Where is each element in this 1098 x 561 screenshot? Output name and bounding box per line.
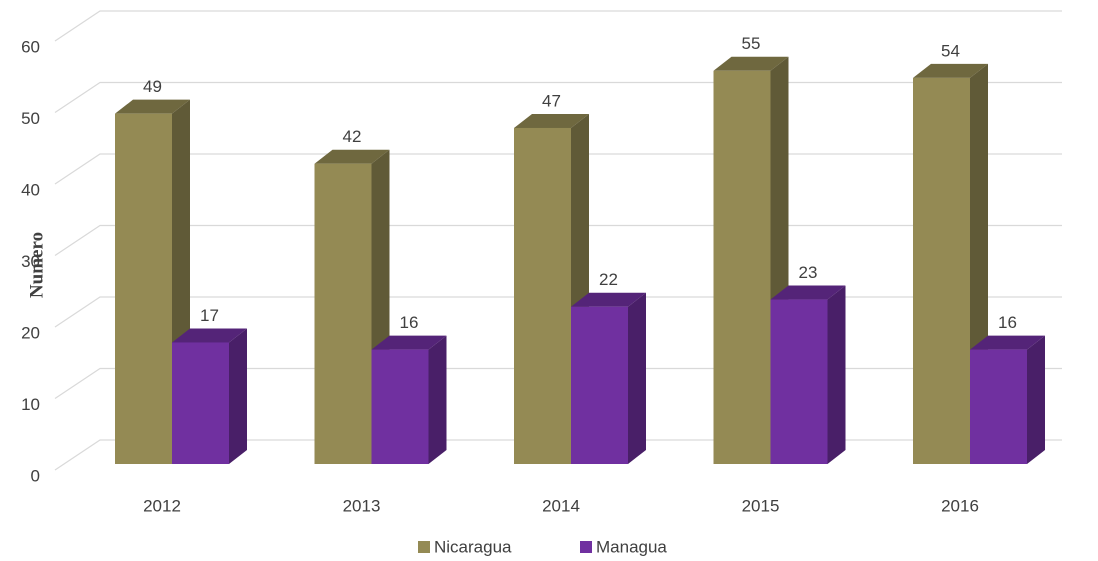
data-label: 23 [799,263,818,282]
bar-front [371,349,429,464]
data-label: 42 [343,127,362,146]
y-axis-title: Numero [26,232,47,298]
x-tick-label: 2013 [343,496,381,515]
y-tick-label: 50 [21,109,40,128]
x-tick-label: 2015 [742,496,780,515]
bar-top [913,63,988,78]
bar-front [770,299,828,464]
y-tick-label: 10 [21,395,40,414]
bar-top [314,149,390,164]
bar [571,292,646,464]
bar-side [628,292,646,464]
data-label: 49 [143,77,162,96]
bar [115,99,190,465]
bar-side [229,328,247,464]
bar-front [514,127,571,464]
bar-top [371,335,447,350]
legend-swatch [418,541,430,553]
y-tick-label: 20 [21,323,40,342]
bar-front [913,77,970,465]
data-label: 22 [599,270,618,289]
data-label: 54 [941,41,960,60]
bar-side [1027,335,1045,464]
bar-top [115,99,190,114]
bar-front [713,70,771,464]
y-tick-label: 0 [31,466,40,485]
bar-top [514,113,589,128]
legend-label: Nicaragua [434,537,512,556]
bar [314,149,390,464]
data-label: 47 [542,91,561,110]
y-tick-label: 40 [21,180,40,199]
data-label: 16 [998,313,1017,332]
bar-top [571,292,646,307]
bar [970,335,1045,464]
data-label: 17 [200,306,219,325]
x-tick-label: 2012 [143,496,181,515]
bar-top [970,335,1045,350]
grid-line [54,10,1062,42]
bar-top [770,285,846,300]
bar-side [827,285,846,464]
bar [770,285,846,464]
bar-top [713,56,789,71]
x-tick-label: 2014 [542,496,580,515]
x-tick-label: 2016 [941,496,979,515]
bar-front [314,163,372,464]
bar [371,335,447,464]
y-tick-label: 30 [21,252,40,271]
bar [172,328,247,464]
bar-front [970,349,1027,464]
bar-side [428,335,447,464]
data-label: 55 [742,34,761,53]
bar-front [172,342,229,464]
bar-top [172,328,247,343]
data-label: 16 [400,313,419,332]
bar-front [115,113,172,465]
bar-front [571,306,628,464]
legend-label: Managua [596,537,667,556]
legend-swatch [580,541,592,553]
y-tick-label: 60 [21,37,40,56]
